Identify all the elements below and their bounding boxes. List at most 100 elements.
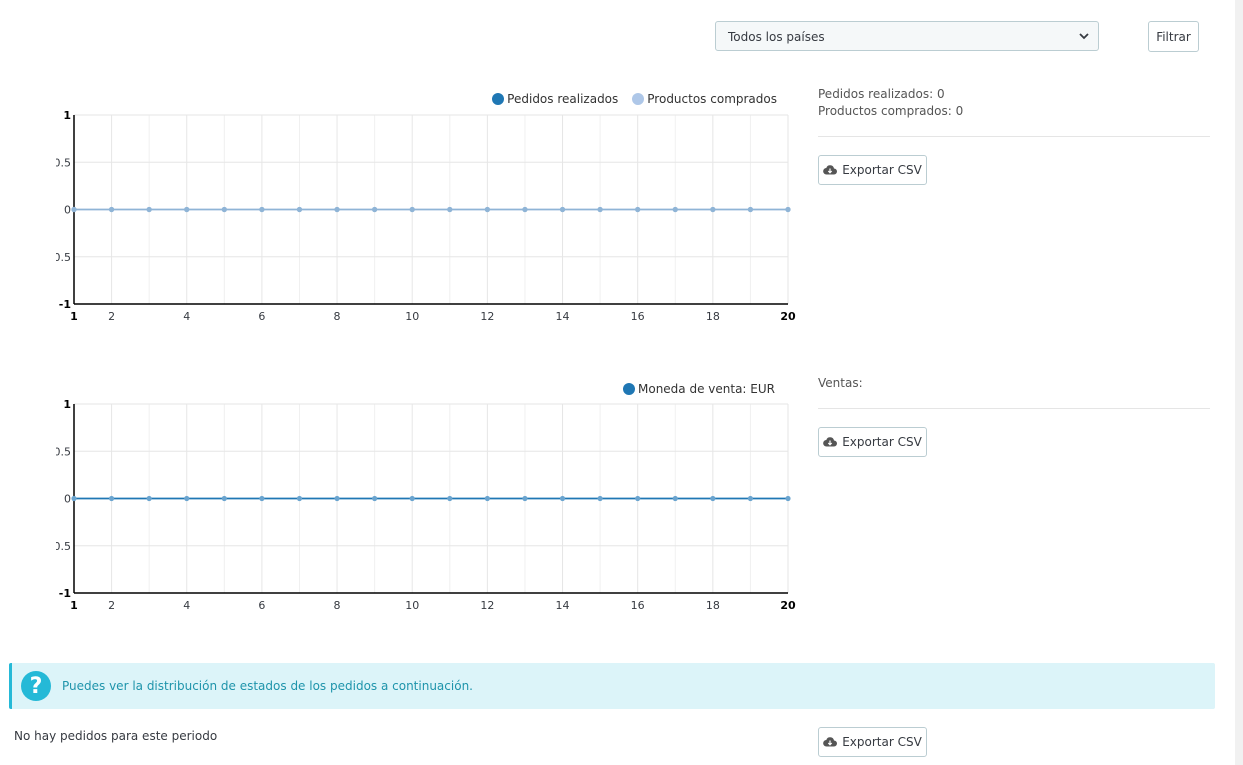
y-tick-label: -1 (59, 298, 71, 311)
y-tick-label: 0.5 (56, 445, 71, 458)
data-point[interactable] (785, 206, 791, 213)
data-point[interactable] (559, 206, 566, 213)
data-point[interactable] (597, 495, 603, 502)
x-tick-label: 4 (183, 310, 190, 323)
y-tick-label: -0.5 (56, 540, 71, 553)
legend-item-currency[interactable]: Moneda de venta: EUR (623, 382, 775, 396)
data-point[interactable] (146, 206, 152, 213)
data-point[interactable] (221, 206, 227, 213)
legend-dot-orders (492, 93, 505, 105)
data-point[interactable] (146, 495, 152, 502)
chart-legend: Pedidos realizados Productos comprados (492, 92, 777, 106)
x-tick-label: 14 (556, 310, 570, 323)
x-tick-label: 16 (631, 599, 645, 612)
data-point[interactable] (747, 206, 754, 213)
no-orders-message: No hay pedidos para este periodo (14, 729, 218, 743)
data-point[interactable] (296, 495, 303, 502)
data-point[interactable] (635, 206, 641, 213)
x-tick-label: 10 (405, 599, 419, 612)
x-tick-label: 4 (183, 599, 190, 612)
filter-button-label: Filtrar (1156, 29, 1191, 44)
x-tick-label: 1 (70, 599, 78, 612)
orders-count-text: Pedidos realizados: 0 (818, 87, 945, 101)
data-point[interactable] (710, 495, 716, 502)
vertical-scrollbar[interactable] (1235, 0, 1243, 765)
data-point[interactable] (184, 206, 190, 213)
chart-legend: Moneda de venta: EUR (623, 382, 775, 396)
data-point[interactable] (296, 206, 303, 213)
x-tick-label: 18 (706, 599, 720, 612)
data-point[interactable] (108, 206, 115, 213)
products-count-text: Productos comprados: 0 (818, 104, 964, 118)
x-tick-label: 20 (780, 310, 796, 323)
data-point[interactable] (747, 495, 754, 502)
data-point[interactable] (409, 206, 415, 213)
y-tick-label: 0.5 (56, 156, 71, 169)
sales-text: Ventas: (818, 376, 863, 390)
x-tick-label: 2 (108, 310, 115, 323)
data-point[interactable] (559, 495, 566, 502)
data-point[interactable] (785, 495, 791, 502)
data-point[interactable] (635, 495, 641, 502)
data-point[interactable] (522, 206, 528, 213)
data-point[interactable] (372, 495, 378, 502)
y-tick-label: 0 (64, 493, 71, 506)
data-point[interactable] (334, 495, 340, 502)
data-point[interactable] (710, 206, 716, 213)
filter-button[interactable]: Filtrar (1148, 21, 1199, 52)
country-select[interactable]: Todos los países (715, 21, 1099, 51)
data-point[interactable] (259, 206, 265, 213)
x-tick-label: 12 (480, 310, 494, 323)
y-tick-label: -1 (59, 587, 71, 600)
export-csv-label: Exportar CSV (842, 163, 922, 177)
y-tick-label: 1 (63, 398, 71, 411)
data-point[interactable] (447, 495, 453, 502)
legend-label-products: Productos comprados (647, 92, 777, 106)
data-point[interactable] (484, 206, 490, 213)
data-point[interactable] (184, 495, 190, 502)
divider (818, 136, 1210, 137)
data-point[interactable] (597, 206, 603, 213)
x-tick-label: 8 (334, 310, 341, 323)
export-csv-button-status[interactable]: Exportar CSV (818, 727, 927, 757)
x-tick-label: 6 (258, 310, 265, 323)
data-point[interactable] (372, 206, 378, 213)
orders-summary: Pedidos realizados: 0 Productos comprado… (818, 86, 963, 120)
y-tick-label: -0.5 (56, 251, 71, 264)
cloud-download-icon (823, 437, 838, 447)
data-point[interactable] (71, 206, 77, 213)
data-point[interactable] (409, 495, 415, 502)
data-point[interactable] (259, 495, 265, 502)
x-tick-label: 12 (480, 599, 494, 612)
x-tick-label: 16 (631, 310, 645, 323)
cloud-download-icon (823, 165, 838, 175)
data-point[interactable] (221, 495, 227, 502)
legend-dot-currency (623, 383, 635, 395)
legend-dot-products (632, 93, 645, 105)
legend-label-currency: Moneda de venta: EUR (638, 382, 775, 396)
data-point[interactable] (334, 206, 340, 213)
data-point[interactable] (672, 495, 678, 502)
x-tick-label: 20 (780, 599, 796, 612)
export-csv-button-sales[interactable]: Exportar CSV (818, 427, 927, 457)
x-tick-label: 14 (556, 599, 570, 612)
data-point[interactable] (484, 495, 490, 502)
y-tick-label: 1 (63, 109, 71, 122)
legend-item-orders[interactable]: Pedidos realizados (492, 92, 618, 106)
data-point[interactable] (447, 206, 453, 213)
chevron-down-icon (1079, 33, 1089, 40)
data-point[interactable] (672, 206, 678, 213)
sales-summary: Ventas: (818, 375, 863, 392)
legend-label-orders: Pedidos realizados (507, 92, 619, 106)
cloud-download-icon (823, 737, 838, 747)
data-point[interactable] (522, 495, 528, 502)
data-point[interactable] (108, 495, 115, 502)
data-point[interactable] (71, 495, 77, 502)
legend-item-products[interactable]: Productos comprados (632, 92, 777, 106)
x-tick-label: 8 (334, 599, 341, 612)
export-csv-button-orders[interactable]: Exportar CSV (818, 155, 927, 185)
y-tick-label: 0 (64, 204, 71, 217)
